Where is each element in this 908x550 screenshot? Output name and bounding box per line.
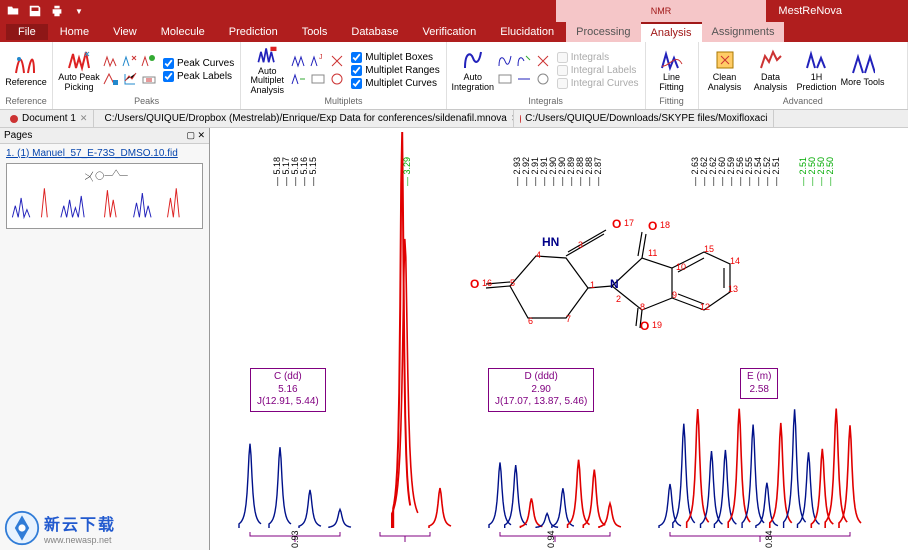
tab-analysis[interactable]: Analysis <box>641 22 702 42</box>
mult-tool-icon[interactable] <box>329 53 345 69</box>
integral-curves-checkbox[interactable]: Integral Curves <box>557 78 639 89</box>
auto-multiplet-button[interactable]: Auto Multiplet Analysis <box>245 45 289 95</box>
line-fitting-button[interactable]: Line Fitting <box>650 45 694 95</box>
multiplet-ranges-checkbox[interactable]: Multiplet Ranges <box>351 65 439 76</box>
h1-prediction-button[interactable]: 1H Prediction <box>795 45 839 95</box>
menu-molecule[interactable]: Molecule <box>149 26 217 38</box>
tab-assignments[interactable]: Assignments <box>702 22 785 42</box>
int-tool-icon[interactable] <box>497 71 513 87</box>
pages-panel: Pages ▢ ✕ 1. (1) Manuel_57_E-73S_DMSO.10… <box>0 128 210 550</box>
int-tool-icon[interactable] <box>535 71 551 87</box>
doc-dirty-icon <box>10 115 18 123</box>
ribbon-group-advanced: Clean Analysis Data Analysis 1H Predicti… <box>699 42 908 109</box>
auto-peak-picking-button[interactable]: Auto Peak Picking <box>57 45 101 95</box>
peak-tool-icon[interactable] <box>141 53 157 69</box>
peak-tool-icon[interactable] <box>122 53 138 69</box>
ribbon: Reference Reference Auto Peak Picking Pe… <box>0 42 908 110</box>
data-analysis-button[interactable]: Data Analysis <box>749 45 793 95</box>
multiplet-curves-checkbox[interactable]: Multiplet Curves <box>351 78 439 89</box>
doc-tab[interactable]: C:/Users/QUIQUE/Dropbox (Mestrelab)/Enri… <box>94 110 514 128</box>
ribbon-group-reference: Reference Reference <box>0 42 53 109</box>
mult-tool-icon[interactable]: J <box>310 53 326 69</box>
app-title: MestReNova <box>778 5 842 17</box>
pages-header: Pages ▢ ✕ <box>0 128 209 144</box>
clean-analysis-button[interactable]: Clean Analysis <box>703 45 747 95</box>
panel-buttons[interactable]: ▢ ✕ <box>186 130 205 141</box>
qat-save-icon[interactable] <box>28 4 42 18</box>
mult-tool-icon[interactable] <box>291 53 307 69</box>
multiplets-tool-grid: J <box>291 53 347 88</box>
menu-database[interactable]: Database <box>339 26 410 38</box>
tab-processing[interactable]: Processing <box>566 22 640 42</box>
doc-dirty-icon <box>520 115 521 123</box>
file-tab[interactable]: File <box>6 24 48 40</box>
integrals-tool-grid <box>497 53 553 88</box>
integral-labels-checkbox[interactable]: Integral Labels <box>557 65 639 76</box>
qat-print-icon[interactable] <box>50 4 64 18</box>
watermark-logo-icon <box>4 510 40 546</box>
int-tool-icon[interactable] <box>535 53 551 69</box>
menu-tools[interactable]: Tools <box>290 26 340 38</box>
menu-bar: File Home View Molecule Prediction Tools… <box>0 22 908 42</box>
multiplet-box[interactable]: C (dd)5.16J(12.91, 5.44) <box>250 368 326 412</box>
menu-view[interactable]: View <box>101 26 149 38</box>
reference-button[interactable]: Reference <box>4 45 48 95</box>
menu-verification[interactable]: Verification <box>410 26 488 38</box>
peak-tool-icon[interactable] <box>141 71 157 87</box>
peak-tool-icon[interactable] <box>103 53 119 69</box>
page-thumbnail[interactable] <box>6 163 203 229</box>
multiplet-boxes-checkbox[interactable]: Multiplet Boxes <box>351 52 439 63</box>
mult-tool-icon[interactable] <box>291 71 307 87</box>
doc-tab[interactable]: Document 1✕ <box>4 110 94 128</box>
close-icon[interactable]: ✕ <box>80 113 88 124</box>
svg-text:J: J <box>319 54 323 61</box>
peak-curves-checkbox[interactable]: Peak Curves <box>163 58 234 69</box>
qat-dropdown-icon[interactable]: ▼ <box>72 4 86 18</box>
peaks-tool-grid <box>103 53 159 88</box>
peak-labels-checkbox[interactable]: Peak Labels <box>163 71 234 82</box>
qat-open-icon[interactable] <box>6 4 20 18</box>
peak-tool-icon[interactable] <box>103 71 119 87</box>
spectrum-plot <box>210 128 908 550</box>
ribbon-group-multiplets: Auto Multiplet Analysis J Multiplet Boxe… <box>241 42 446 109</box>
int-tool-icon[interactable] <box>516 71 532 87</box>
integrals-checkbox[interactable]: Integrals <box>557 52 639 63</box>
int-tool-icon[interactable] <box>497 53 513 69</box>
document-tabs: Document 1✕ C:/Users/QUIQUE/Dropbox (Mes… <box>0 110 908 128</box>
ribbon-group-peaks: Auto Peak Picking Peak Curves Peak Label… <box>53 42 241 109</box>
mult-tool-icon[interactable] <box>329 71 345 87</box>
mult-tool-icon[interactable] <box>310 71 326 87</box>
doc-tab[interactable]: C:/Users/QUIQUE/Downloads/SKYPE files/Mo… <box>514 110 774 128</box>
int-tool-icon[interactable] <box>516 53 532 69</box>
menu-home[interactable]: Home <box>48 26 101 38</box>
spectrum-canvas[interactable]: OOOOHNN16171819123456789101112131415 — 5… <box>210 128 908 550</box>
page-thumbnail-link[interactable]: 1. (1) Manuel_57_E-73S_DMSO.10.fid <box>0 144 209 161</box>
watermark: 新云下载 www.newasp.net <box>4 510 116 546</box>
multiplet-box[interactable]: E (m)2.58 <box>740 368 778 399</box>
contextual-tab-group: NMR <box>556 0 766 22</box>
more-tools-button[interactable]: More Tools <box>841 45 885 95</box>
multiplet-box[interactable]: D (ddd)2.90J(17.07, 13.87, 5.46) <box>488 368 594 412</box>
auto-integration-button[interactable]: Auto Integration <box>451 45 495 95</box>
menu-elucidation[interactable]: Elucidation <box>488 26 566 38</box>
ribbon-group-fitting: Line Fitting Fitting <box>646 42 699 109</box>
peak-tool-icon[interactable] <box>122 71 138 87</box>
menu-prediction[interactable]: Prediction <box>217 26 290 38</box>
ribbon-group-integrals: Auto Integration Integrals Integral Labe… <box>447 42 646 109</box>
title-bar: ▼ MestReNova <box>0 0 908 22</box>
